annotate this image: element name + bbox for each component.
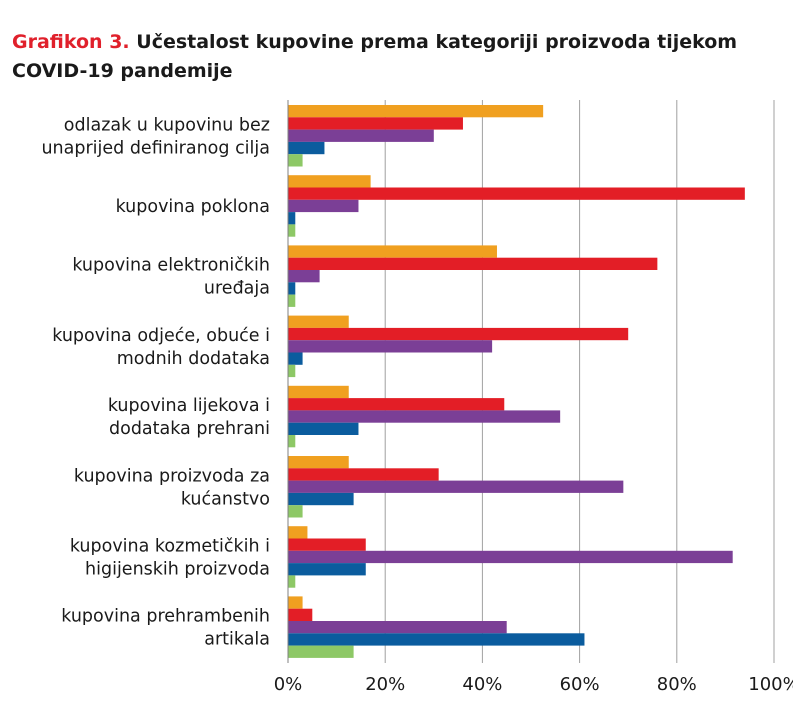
bar <box>288 340 493 353</box>
bar <box>288 105 544 118</box>
category-label: artikala <box>204 630 270 650</box>
bar <box>288 385 349 399</box>
category-label: uređaja <box>204 279 270 299</box>
bar <box>288 645 354 658</box>
bar <box>288 154 303 167</box>
category-label: kupovina elektroničkih <box>72 256 270 276</box>
bar <box>288 538 366 551</box>
bar <box>288 456 349 469</box>
category-label: kućanstvo <box>181 489 270 509</box>
bar <box>288 398 505 411</box>
bar <box>288 575 296 588</box>
category-label: kupovina poklona <box>116 197 270 217</box>
category-label: kupovina lijekova i <box>108 396 270 416</box>
bar <box>288 141 325 155</box>
bar <box>288 364 296 378</box>
category-label: kupovina proizvoda za <box>74 466 270 486</box>
bar <box>288 129 434 142</box>
bar <box>288 175 371 188</box>
bar <box>288 352 303 365</box>
bar <box>288 224 296 237</box>
category-label: kupovina kozmetičkih i <box>70 536 270 556</box>
x-tick-label: 80% <box>657 674 697 695</box>
bar <box>288 199 359 213</box>
bar <box>288 117 463 130</box>
bar <box>288 621 507 634</box>
x-tick-label: 40% <box>462 674 502 695</box>
x-tick-label: 100% <box>748 674 793 695</box>
bar <box>288 270 320 283</box>
chart-title: Grafikon 3. Učestalost kupovine prema ka… <box>12 28 772 86</box>
bar <box>288 327 629 341</box>
chart-title-prefix: Grafikon 3. <box>12 31 130 53</box>
bar <box>288 212 296 225</box>
bar <box>288 187 745 200</box>
bar <box>288 550 733 564</box>
bar <box>288 315 349 328</box>
x-tick-label: 60% <box>560 674 600 695</box>
category-label: kupovina odjeće, obuće i <box>52 326 270 346</box>
chart-title-text: Učestalost kupovine prema kategoriji pro… <box>12 31 738 82</box>
category-label: modnih dodataka <box>117 349 270 369</box>
bar <box>288 526 308 539</box>
bar <box>288 608 313 621</box>
bar <box>288 505 303 518</box>
bar <box>288 422 359 435</box>
bar <box>288 245 497 258</box>
x-tick-label: 0% <box>274 674 303 695</box>
bar <box>288 435 296 448</box>
category-label: higijenskih proizvoda <box>85 559 270 579</box>
bar <box>288 294 296 307</box>
category-label: kupovina prehrambenih <box>61 607 270 627</box>
category-label: odlazak u kupovinu bez <box>64 115 270 135</box>
bar <box>288 410 561 423</box>
category-label: dodataka prehrani <box>109 419 270 439</box>
bar <box>288 282 296 295</box>
bar <box>288 563 366 576</box>
bar <box>288 633 585 646</box>
x-tick-label: 20% <box>365 674 405 695</box>
bar <box>288 480 624 493</box>
bar <box>288 468 439 481</box>
bar <box>288 596 303 609</box>
category-label: unaprijed definiranog cilja <box>41 138 270 158</box>
bar <box>288 257 658 270</box>
bar <box>288 492 354 506</box>
